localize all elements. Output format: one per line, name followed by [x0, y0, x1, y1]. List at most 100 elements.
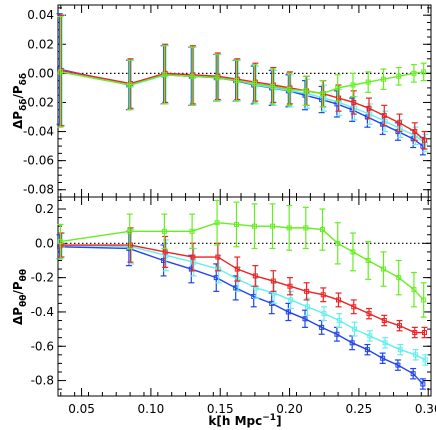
top-ytick-label: -0.08 [23, 183, 54, 197]
top-data-point [303, 88, 309, 94]
top-ytick-label: 0.04 [27, 8, 54, 22]
panel-bottom: -0.8-0.6-0.4-0.20.00.2 0.05 0.10 0.15 0.20 0… [11, 196, 436, 428]
bottom-data-point [189, 228, 195, 234]
top-data-point [421, 69, 427, 75]
bottom-data-point [162, 249, 168, 255]
bottom-data-point [420, 381, 426, 387]
top-data-point [214, 75, 220, 81]
panel-top-frame [57, 4, 432, 198]
bottom-data-point [251, 223, 257, 229]
xlabel-main: k[h Mpc [208, 414, 262, 428]
top-data-point [421, 137, 427, 143]
bottom-data-point [366, 311, 372, 317]
x-tick-label: 0.15 [207, 402, 234, 416]
bottom-data-point [336, 318, 342, 324]
top-series-2-line [61, 69, 425, 141]
bottom-data-point [319, 227, 325, 233]
top-data-point [189, 73, 195, 79]
x-tick-label: 0.20 [276, 402, 303, 416]
bottom-data-point [349, 340, 355, 346]
bottom-data-point [351, 304, 357, 310]
bottom-series-3-line [60, 222, 425, 301]
top-data-point [396, 73, 402, 79]
xlabel-sup: −1 [262, 413, 276, 423]
bottom-data-point [270, 223, 276, 229]
bottom-data-point [395, 362, 401, 368]
bottom-ytick-label: -0.2 [31, 271, 54, 285]
x-axis-label: k[h Mpc−1] [208, 413, 281, 428]
top-series-2 [58, 14, 428, 150]
bottom-data-point [127, 228, 133, 234]
bottom-data-point [233, 221, 239, 227]
xlabel-close: ] [276, 414, 281, 428]
bottom-data-point [421, 297, 427, 303]
top-data-point [397, 126, 403, 132]
top-data-point [397, 120, 403, 126]
top-data-point [270, 83, 276, 89]
bottom-series-2 [58, 227, 428, 339]
bottom-axis-ticks [58, 197, 431, 396]
bottom-series-0 [56, 230, 426, 390]
panel-bottom-frame [57, 196, 432, 397]
bottom-data-point [367, 333, 373, 339]
bottom-data-point [58, 242, 64, 248]
bottom-data-point [350, 249, 356, 255]
x-tick-labels: 0.05 0.10 0.15 0.20 0.25 0.30 [68, 402, 436, 416]
bottom-data-point [285, 309, 291, 315]
top-data-point [412, 129, 418, 135]
top-data-point [319, 91, 325, 97]
bottom-series-1 [58, 228, 429, 366]
top-data-point [127, 82, 133, 88]
bottom-series-0-line [59, 246, 424, 385]
top-series-3 [57, 16, 427, 128]
bottom-series-2-line [61, 244, 425, 334]
bottom-data-point [304, 288, 310, 294]
bottom-data-point [215, 254, 221, 260]
bottom-data-point [380, 355, 386, 361]
bottom-data-point [288, 297, 294, 303]
top-data-point [380, 76, 386, 82]
bottom-data-point [364, 347, 370, 353]
top-data-point [161, 72, 167, 78]
bottom-data-point [421, 330, 427, 336]
top-data-point [422, 140, 428, 146]
bottom-data-point [320, 292, 326, 298]
top-data-point [382, 118, 388, 124]
top-data-point [286, 86, 292, 92]
top-data-point [57, 69, 63, 75]
bottom-data-point [287, 283, 293, 289]
top-data-point [335, 95, 341, 101]
bottom-data-point [335, 297, 341, 303]
bottom-data-point [128, 242, 134, 248]
bottom-data-point [57, 239, 63, 245]
top-series-group [56, 13, 429, 156]
bottom-data-point [380, 266, 386, 272]
top-data-point [233, 78, 239, 84]
bottom-y-tick-labels: -0.8 -0.6 -0.4 -0.2 0.0 0.2 [31, 202, 54, 388]
bottom-data-point [304, 304, 310, 310]
bottom-ylabel-sub1: θθ [19, 295, 29, 307]
bottom-ytick-label: -0.8 [31, 374, 54, 388]
bottom-data-point [319, 324, 325, 330]
bottom-ytick-label: 0.0 [35, 236, 54, 250]
top-data-point [365, 79, 371, 85]
bottom-data-point [412, 330, 418, 336]
panel-top: -0.08-0.06-0.04-0.020.000.020.04 ΔPδδ/Pδ… [11, 4, 432, 198]
bottom-data-point [334, 331, 340, 337]
bottom-ytick-label: -0.4 [31, 305, 54, 319]
top-y-axis-label: ΔPδδ/Pδδ [11, 73, 29, 129]
bottom-data-point [302, 316, 308, 322]
bottom-ytick-label: -0.6 [31, 339, 54, 353]
bottom-data-point [397, 347, 403, 353]
top-data-point [335, 85, 341, 91]
top-series-3-line [60, 71, 424, 95]
top-ylabel-sub2: δδ [19, 73, 29, 85]
top-ytick-label: -0.02 [23, 95, 54, 109]
bottom-data-point [413, 352, 419, 358]
bottom-data-point [382, 340, 388, 346]
bottom-series-group [56, 199, 429, 390]
bottom-data-point [270, 278, 276, 284]
top-data-point [366, 105, 372, 111]
bottom-ylabel-delta: ΔP [11, 307, 25, 325]
